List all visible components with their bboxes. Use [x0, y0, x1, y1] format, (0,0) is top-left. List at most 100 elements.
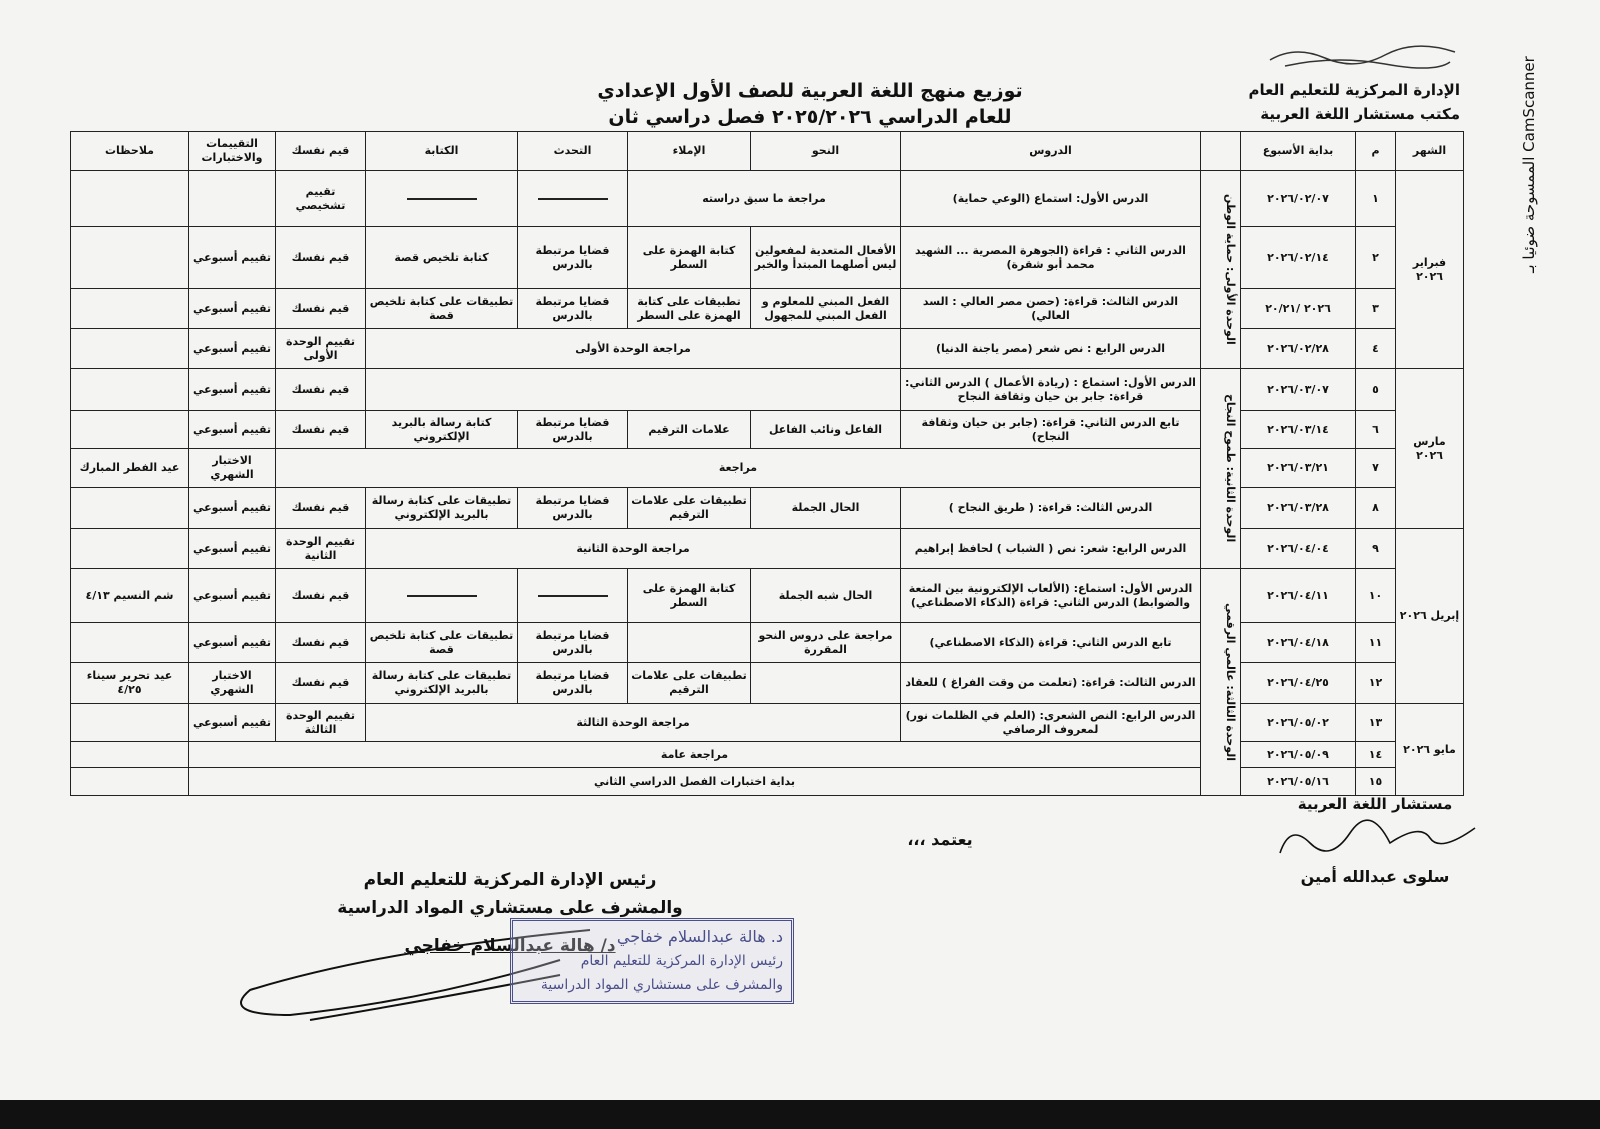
week-number: ٧ [1355, 448, 1396, 488]
column-header: الشهر [1395, 131, 1464, 171]
week-start-date: ٢٠٢٦/٠٤/٠٤ [1240, 528, 1356, 569]
table-cell: تقييم أسبوعي [188, 487, 276, 529]
unit-label: الوحدة الثالثة: عالمي الرقمي [1224, 602, 1237, 761]
lesson-cell: الدرس الثالث: قراءة: (تعلمت من وقت الفرا… [900, 662, 1201, 704]
week-start-date: ٢٠٢٦/٠٣/٢١ [1240, 448, 1356, 488]
week-number: ٦ [1355, 410, 1396, 449]
table-cell: تقييم أسبوعي [188, 288, 276, 329]
table-row: ١١ ٢٠٢٦/٠٤/١٨ تابع الدرس الثاني: قراءة (ال… [70, 622, 1464, 663]
unit-label: الوحدة الثانية: طموح النجاح [1224, 394, 1237, 543]
table-cell: بداية اختبارات الفصل الدراسي الثاني [188, 767, 1201, 796]
table-cell [70, 487, 189, 529]
lesson-cell: الدرس الأول: استماع : (ريادة الأعمال ) ا… [900, 368, 1201, 411]
table-row: ٧ ٢٠٢٦/٠٣/٢١ مراجعة الاختبار الشهري عيد الفط… [70, 448, 1464, 488]
week-number: ٢ [1355, 226, 1396, 289]
table-cell [517, 170, 628, 227]
dash-line [537, 594, 608, 597]
table-cell: كتابة الهمزة على السطر [627, 568, 751, 623]
table-cell [627, 622, 751, 663]
table-cell: عيد تحرير سيناء ٤/٢٥ [70, 662, 189, 704]
table-cell [70, 170, 189, 227]
head-title1: رئيس الإدارة المركزية للتعليم العام [363, 870, 657, 890]
lesson-cell: الدرس الرابع : نص شعر (مصر ياجنة الدنيا) [900, 328, 1201, 369]
table-cell [750, 662, 901, 704]
week-number: ٥ [1355, 368, 1396, 411]
table-cell: تطبيقات على كتابة رسالة بالبريد الإلكترو… [365, 662, 518, 704]
table-cell: كتابة تلخيص قصة [365, 226, 518, 289]
table-cell [188, 170, 276, 227]
table-cell: تقييم أسبوعي [188, 328, 276, 369]
week-start-date: ٢٠٢٦/٠٤/١١ [1240, 568, 1356, 623]
table-cell: مراجعة الوحدة الثالثة [365, 703, 901, 742]
table-cell: تطبيقات على علامات الترقيم [627, 662, 751, 704]
table-row: ٦ ٢٠٢٦/٠٣/١٤ تابع الدرس الثاني: قراءة: (جا… [70, 410, 1464, 449]
table-cell: تقييم الوحدة الأولى [275, 328, 366, 369]
week-start-date: ٢٠٢٦/٠٢/٢٨ [1240, 328, 1356, 369]
table-cell [70, 703, 189, 742]
advisor-signature [1279, 819, 1476, 854]
column-header: بداية الأسبوع [1240, 131, 1356, 171]
week-number: ١١ [1355, 622, 1396, 663]
week-number: ٨ [1355, 487, 1396, 529]
table-row: فبراير ٢٠٢٦ ١ ٢٠٢٦/٠٢/٠٧ الوحدة الأولى: حما… [70, 170, 1464, 369]
table-cell: كتابة الهمزة على السطر [627, 226, 751, 289]
lesson-cell: الدرس الرابع: شعر: نص ( الشباب ) لحافظ إ… [900, 528, 1201, 569]
head-signature [240, 929, 591, 1021]
lesson-cell: الدرس الأول: استماع (الوعي حماية) [900, 170, 1201, 227]
table-cell [70, 528, 189, 569]
table-cell: تقييم أسبوعي [188, 368, 276, 411]
table-cell: تقييم أسبوعي [188, 226, 276, 289]
table-header-row: الشهر م بداية الأسبوع الدروس النحو الإملاء الت… [70, 131, 1464, 171]
table-cell: تقييم أسبوعي [188, 703, 276, 742]
column-header: النحو [750, 131, 901, 171]
table-cell: تقييم تشخيصي [275, 170, 366, 227]
lesson-cell: الدرس الثالث: قراءة: (حصن مصر العالي : ا… [900, 288, 1201, 329]
table-cell: قيم نفسك [275, 568, 366, 623]
table-cell: قضايا مرتبطة بالدرس [517, 487, 628, 529]
page-subtitle: للعام الدراسي ٢٠٢٥/٢٠٢٦ فصل دراسي ثان [608, 106, 1012, 128]
lesson-cell: الدرس الثاني : قراءة (الجوهرة المصرية ..… [900, 226, 1201, 289]
table-cell: تقييم أسبوعي [188, 568, 276, 623]
table-cell: الأفعال المتعدية لمفعولين ليس أصلهما الم… [750, 226, 901, 289]
table-cell: عيد الفطر المبارك [70, 448, 189, 488]
table-cell: الاختبار الشهري [188, 448, 276, 488]
week-start-date: ٢٠٢٦/٠٣/٢٨ [1240, 487, 1356, 529]
table-cell: تقييم أسبوعي [188, 410, 276, 449]
table-cell [70, 767, 189, 796]
table-row: ٣ ٢٠٢٦ /٢٠/٢١ الدرس الثالث: قراءة: (حصن مص… [70, 288, 1464, 329]
week-start-date: ٢٠٢٦/٠٤/١٨ [1240, 622, 1356, 663]
lesson-cell: تابع الدرس الثاني: قراءة (الذكاء الاصطنا… [900, 622, 1201, 663]
table-row: ١٢ ٢٠٢٦/٠٤/٢٥ الدرس الثالث: قراءة: (تعلمت … [70, 662, 1464, 704]
stamp-line2: رئيس الإدارة المركزية للتعليم العام [580, 953, 783, 969]
table-cell [70, 741, 189, 768]
lesson-cell: الدرس الثالث: قراءة: ( طريق النجاح ) [900, 487, 1201, 529]
table-cell: قيم نفسك [275, 368, 366, 411]
column-header: الكتابة [365, 131, 518, 171]
dash-line [537, 197, 608, 200]
unit-cell: الوحدة الثانية: طموح النجاح [1200, 368, 1241, 569]
logo [1265, 40, 1460, 70]
table-cell: الاختبار الشهري [188, 662, 276, 704]
table-cell [70, 226, 189, 289]
lesson-cell: الدرس الرابع: النص الشعرى: (العلم في الظ… [900, 703, 1201, 742]
table-cell [70, 288, 189, 329]
table-cell [365, 170, 518, 227]
scanner-watermark: الممسوحة ضوئيا بـ CamScanner [1520, 56, 1538, 274]
column-header [1200, 131, 1241, 171]
week-start-date: ٢٠٢٦/٠٥/٠٩ [1240, 741, 1356, 768]
table-cell: تقييم الوحدة الثانية [275, 528, 366, 569]
official-stamp: د. هالة عبدالسلام خفاجي رئيس الإدارة الم… [510, 918, 794, 1004]
table-cell: قيم نفسك [275, 288, 366, 329]
table-row: ٨ ٢٠٢٦/٠٣/٢٨ الدرس الثالث: قراءة: ( طريق ا… [70, 487, 1464, 529]
table-cell: كتابة رسالة بالبريد الإلكتروني [365, 410, 518, 449]
table-row: مايو ٢٠٢٦ ١٣ ٢٠٢٦/٠٥/٠٢ الدرس الرابع: النص … [70, 703, 1464, 796]
table-cell: مراجعة على دروس النحو المقررة [750, 622, 901, 663]
week-number: ٤ [1355, 328, 1396, 369]
month-cell: إبريل ٢٠٢٦ [1395, 528, 1464, 704]
schedule-table: الشهر م بداية الأسبوع الدروس النحو الإملاء الت… [70, 131, 1464, 796]
advisor-signature-block: مستشار اللغة العربية سلوى عبدالله أمين [1270, 795, 1480, 886]
week-number: ٣ [1355, 288, 1396, 329]
table-row: ١٤ ٢٠٢٦/٠٥/٠٩ مراجعة عامة [70, 741, 1464, 768]
week-number: ١٠ [1355, 568, 1396, 623]
week-number: ١٢ [1355, 662, 1396, 704]
